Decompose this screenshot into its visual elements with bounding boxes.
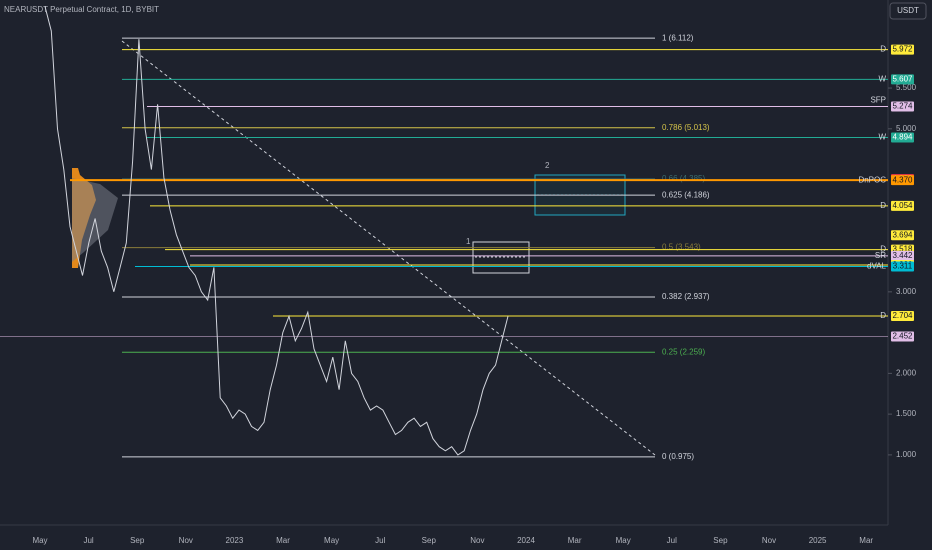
price-tag — [891, 230, 914, 241]
x-tick-label: Jul — [83, 536, 93, 545]
x-tick-label: May — [324, 536, 339, 545]
x-tick-label: Nov — [179, 536, 193, 545]
annotation: 2 — [545, 161, 550, 170]
price-tag — [891, 310, 914, 321]
x-tick-label: May — [616, 536, 631, 545]
price-tag-label: 5.972 — [892, 45, 913, 54]
y-tick-label: 5.500 — [896, 83, 917, 92]
y-tick-label: 2.000 — [896, 368, 917, 377]
x-tick-label: Mar — [276, 536, 290, 545]
fib-label: 0.382 (2.937) — [662, 292, 710, 301]
price-tag — [891, 331, 914, 342]
price-tag — [891, 74, 914, 85]
y-tick-label: 1.000 — [896, 450, 917, 459]
x-tick-label: Jul — [667, 536, 677, 545]
x-tick-label: 2024 — [517, 536, 535, 545]
price-tag — [891, 44, 914, 55]
box-1 — [472, 241, 530, 274]
x-tick-label: May — [32, 536, 47, 545]
price-tag-label: 3.442 — [892, 251, 913, 260]
price-tag — [891, 101, 914, 112]
x-tick-label: 2025 — [809, 536, 827, 545]
y-tick-label: 1.500 — [896, 409, 917, 418]
level-tag: SFP — [870, 96, 886, 105]
x-tick-label: Sep — [130, 536, 145, 545]
currency-label[interactable]: USDT — [897, 6, 919, 15]
price-tag-label: 3.311 — [893, 262, 913, 271]
annotation: 1 — [466, 237, 471, 246]
price-tag — [891, 261, 914, 272]
price-tag-label: 5.274 — [892, 102, 913, 111]
price-tag-label: 4.370 — [892, 175, 913, 184]
level-tag: D — [880, 201, 886, 210]
x-tick-label: Jul — [375, 536, 385, 545]
y-tick-label: 5.000 — [896, 124, 917, 133]
fib-label: 0.625 (4.186) — [662, 190, 710, 199]
fib-label: 0.66 (4.385) — [662, 174, 705, 183]
price-tag — [891, 132, 914, 143]
x-tick-label: 2023 — [226, 536, 244, 545]
currency-button[interactable] — [889, 2, 927, 20]
fib-label: 0 (0.975) — [662, 452, 694, 461]
x-tick-label: Sep — [422, 536, 437, 545]
x-tick-label: Sep — [713, 536, 728, 545]
price-tag-label: 5.607 — [892, 74, 913, 83]
price-tag — [891, 250, 914, 261]
price-tag — [891, 200, 914, 211]
chart-title: NEARUSDT Perpetual Contract, 1D, BYBIT — [4, 5, 159, 14]
price-tag — [891, 175, 914, 186]
level-tag: W — [878, 133, 886, 142]
x-tick-label: Nov — [470, 536, 484, 545]
price-tag-label: 2.704 — [892, 311, 913, 320]
price-tag-label: 2.452 — [892, 332, 913, 341]
level-tag: D — [880, 45, 886, 54]
price-line — [44, 6, 509, 456]
fib-label: 0.25 (2.259) — [662, 347, 705, 356]
level-tag: D — [880, 311, 886, 320]
y-tick-label: 3.000 — [896, 287, 917, 296]
level-tag: DnPOC — [858, 175, 886, 184]
fib-label: 0.5 (3.543) — [662, 243, 701, 252]
level-tag: D — [880, 245, 886, 254]
x-tick-label: Nov — [762, 536, 776, 545]
x-tick-label: Mar — [568, 536, 582, 545]
price-tag-label: 3.694 — [892, 230, 913, 239]
price-tag-label: 4.894 — [892, 133, 913, 142]
fib-label: 1 (6.112) — [662, 33, 694, 42]
fib-label: 0.786 (5.013) — [662, 123, 710, 132]
level-tag: dVAL — [867, 262, 887, 271]
x-tick-label: Mar — [859, 536, 873, 545]
level-tag: W — [878, 74, 886, 83]
price-tag-label: 3.518 — [892, 245, 913, 254]
price-tag-label: 4.054 — [892, 201, 913, 210]
level-tag: SR — [875, 251, 886, 260]
